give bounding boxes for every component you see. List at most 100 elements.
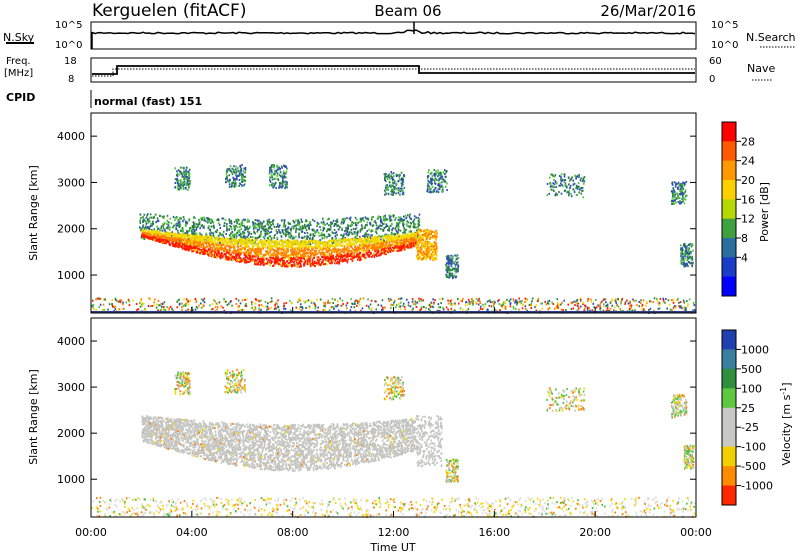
power-pixel <box>390 248 393 251</box>
power-pixel <box>142 224 145 227</box>
power-pixel <box>304 242 307 245</box>
power-pixel <box>236 231 239 234</box>
power-pixel <box>338 249 341 252</box>
power-pixel <box>282 225 285 228</box>
power-pixel <box>248 238 250 241</box>
power-pixel <box>160 308 162 311</box>
power-pixel <box>189 228 191 231</box>
power-pixel <box>240 248 243 251</box>
power-pixel <box>398 216 400 219</box>
power-pixel <box>262 225 265 228</box>
power-pixel <box>304 260 307 263</box>
power-pixel <box>339 253 341 256</box>
power-pixel <box>307 252 309 255</box>
power-pixel <box>331 255 334 258</box>
power-pixel <box>349 242 352 245</box>
power-pixel <box>374 254 376 257</box>
power-pixel <box>609 307 612 310</box>
power-pixel <box>399 249 402 252</box>
power-pixel <box>388 234 391 237</box>
power-pixel <box>301 257 303 260</box>
power-pixel <box>120 299 123 302</box>
power-pixel <box>475 302 478 305</box>
power-pixel <box>346 249 349 252</box>
power-pixel <box>239 226 241 229</box>
power-pixel <box>264 253 267 256</box>
power-pixel <box>412 303 415 306</box>
power-pixel <box>360 254 362 257</box>
power-pixel <box>189 241 192 244</box>
power-pixel <box>638 300 640 303</box>
power-pixel <box>438 309 441 312</box>
power-pixel <box>217 244 220 247</box>
power-pixel <box>191 224 194 227</box>
power-pixel <box>374 244 377 247</box>
power-pixel <box>217 218 219 221</box>
power-pixel <box>322 309 324 312</box>
power-pixel <box>385 224 388 227</box>
power-pixel <box>380 228 382 231</box>
power-pixel <box>238 305 240 308</box>
power-pixel <box>373 241 376 244</box>
power-pixel <box>232 251 235 254</box>
power-pixel <box>397 298 400 301</box>
power-pixel <box>449 299 452 302</box>
power-pixel <box>196 234 199 237</box>
power-pixel <box>139 222 142 225</box>
power-pixel <box>310 251 312 254</box>
power-pixel <box>317 306 319 309</box>
power-pixel <box>223 309 226 312</box>
power-pixel <box>545 303 548 306</box>
power-pixel <box>377 237 380 240</box>
power-pixel <box>295 227 298 230</box>
power-pixel <box>579 305 582 308</box>
power-pixel <box>570 301 572 304</box>
power-pixel <box>183 233 185 236</box>
power-pixel <box>629 300 631 303</box>
power-pixel <box>198 232 201 235</box>
power-pixel <box>270 237 273 240</box>
power-pixel <box>331 239 333 242</box>
power-pixel <box>303 252 306 255</box>
power-pixel <box>284 229 287 232</box>
power-pixel <box>416 236 418 239</box>
power-pixel <box>172 235 174 238</box>
power-pixel <box>406 224 409 227</box>
power-pixel <box>291 259 294 262</box>
power-pixel <box>367 298 369 301</box>
power-pixel <box>273 261 276 264</box>
power-pixel <box>155 306 158 309</box>
power-pixel <box>145 233 148 236</box>
power-pixel <box>382 251 385 254</box>
power-pixel <box>162 223 165 226</box>
power-pixel <box>562 309 564 312</box>
power-pixel <box>595 306 598 309</box>
power-pixel <box>224 218 227 221</box>
power-pixel <box>311 238 314 241</box>
power-pixel <box>223 240 226 243</box>
power-pixel <box>311 240 314 243</box>
power-pixel <box>373 239 375 242</box>
power-pixel <box>332 259 334 262</box>
power-pixel <box>417 225 419 228</box>
power-pixel <box>342 259 345 262</box>
power-pixel <box>358 237 360 240</box>
power-pixel <box>372 215 374 218</box>
power-pixel <box>567 303 570 306</box>
power-pixel <box>528 303 531 306</box>
power-pixel <box>400 218 402 221</box>
power-pixel <box>433 302 435 305</box>
power-pixel <box>375 228 377 231</box>
power-pixel <box>216 249 219 252</box>
power-pixel <box>312 246 314 249</box>
power-pixel <box>687 303 689 306</box>
power-pixel <box>330 255 333 258</box>
power-pixel <box>114 307 117 310</box>
power-pixel <box>381 239 383 242</box>
power-pixel <box>204 251 206 254</box>
power-pixel <box>212 241 215 244</box>
power-pixel <box>607 309 609 312</box>
power-pixel <box>290 256 292 259</box>
freq-label-line1: Freq. <box>6 56 31 67</box>
power-pixel <box>236 218 238 221</box>
